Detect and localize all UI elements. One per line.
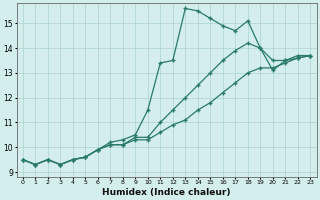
X-axis label: Humidex (Indice chaleur): Humidex (Indice chaleur) <box>102 188 231 197</box>
